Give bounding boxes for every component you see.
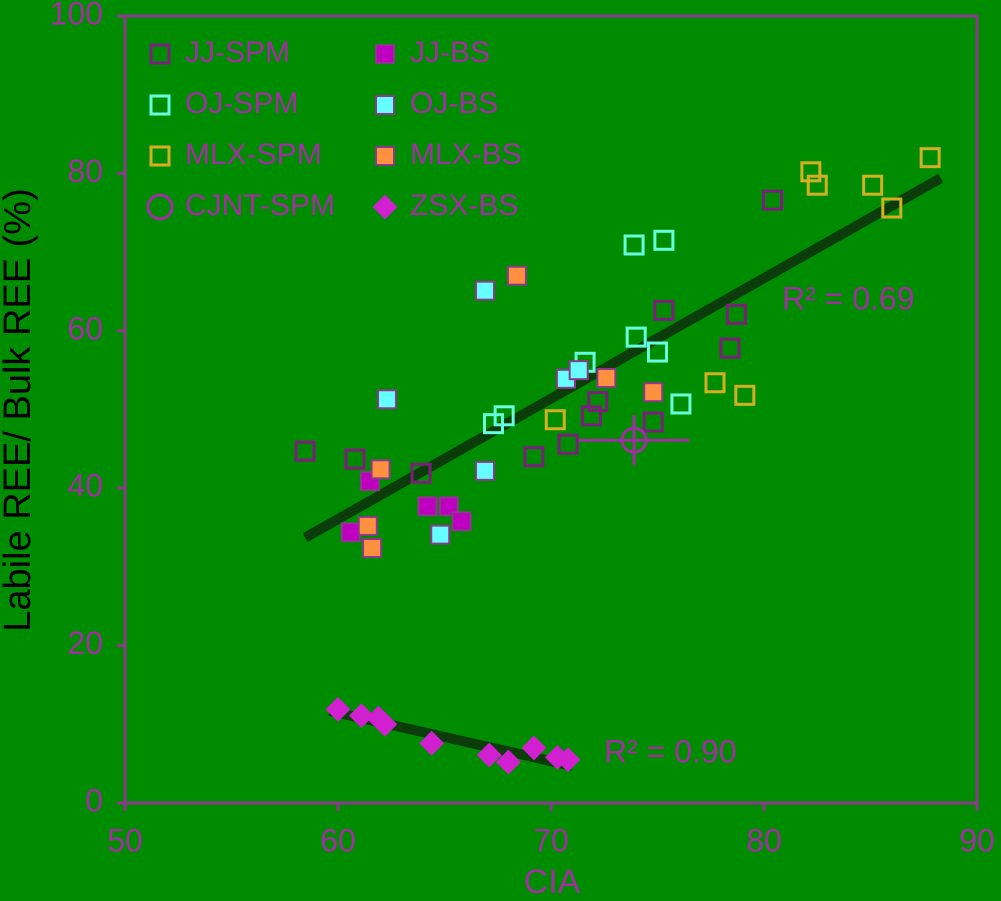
data-point: [670, 393, 692, 415]
trendline: [302, 173, 944, 543]
y-tick-label: 0: [85, 782, 103, 818]
data-point: [476, 742, 502, 768]
data-point: [357, 515, 378, 536]
data-point: [410, 462, 432, 484]
data-point: [580, 405, 602, 427]
x-axis-label: CIA: [524, 863, 581, 901]
legend-marker: [149, 43, 171, 65]
data-point: [734, 384, 756, 406]
data-point: [642, 411, 664, 433]
data-point: [620, 426, 648, 454]
legend-label: ZSX-BS: [410, 189, 518, 222]
data-point: [653, 229, 675, 251]
data-point: [474, 460, 495, 481]
legend-marker: [375, 95, 395, 115]
x-tick-label: 50: [107, 822, 143, 858]
data-point: [294, 440, 316, 462]
data-point: [419, 730, 445, 756]
legend-label: OJ-SPM: [185, 87, 298, 120]
data-point: [643, 382, 664, 403]
legend-marker: [149, 145, 171, 167]
data-point: [704, 372, 726, 394]
legend-label: MLX-BS: [410, 138, 522, 171]
data-point: [474, 280, 495, 301]
data-point: [523, 446, 545, 468]
data-point: [376, 389, 397, 410]
x-tick-label: 80: [746, 822, 782, 858]
data-point: [430, 524, 451, 545]
data-point: [493, 405, 515, 427]
data-point: [587, 391, 609, 413]
legend-label: JJ-SPM: [185, 36, 290, 69]
data-point: [557, 433, 579, 455]
data-point: [495, 749, 521, 775]
data-point: [881, 197, 903, 219]
data-point: [340, 522, 361, 543]
data-point: [568, 360, 589, 381]
data-point: [919, 147, 941, 169]
r-squared-label: R² = 0.69: [782, 280, 915, 316]
data-point: [544, 409, 566, 431]
data-point: [806, 174, 828, 196]
legend-marker: [375, 44, 395, 64]
legend-label: OJ-BS: [410, 87, 498, 120]
legend-label: CJNT-SPM: [185, 189, 335, 222]
data-point: [800, 161, 822, 183]
data-point: [625, 326, 647, 348]
data-point: [719, 337, 741, 359]
data-point: [325, 696, 351, 722]
data-point: [417, 496, 438, 517]
legend-marker: [146, 193, 174, 221]
data-point: [506, 265, 527, 286]
y-tick-label: 100: [50, 0, 103, 31]
data-point: [623, 234, 645, 256]
data-point: [725, 303, 747, 325]
legend-label: JJ-BS: [410, 36, 490, 69]
legend-marker: [375, 146, 395, 166]
y-tick-label: 40: [67, 468, 103, 504]
y-axis-label: Labile REE/ Bulk REE (%): [0, 188, 39, 632]
data-point: [362, 538, 383, 559]
legend-marker: [149, 94, 171, 116]
data-point: [370, 459, 391, 480]
data-point: [647, 341, 668, 363]
data-point: [521, 735, 547, 761]
legend-marker: [372, 194, 398, 220]
data-point: [451, 511, 472, 532]
x-tick-label: 70: [533, 822, 569, 858]
data-point: [438, 496, 459, 517]
data-point: [344, 448, 366, 470]
data-point: [596, 368, 617, 389]
legend-label: MLX-SPM: [185, 138, 322, 171]
x-tick-label: 60: [320, 822, 356, 858]
y-tick-label: 80: [67, 153, 103, 189]
data-point: [349, 703, 374, 729]
data-point: [653, 299, 675, 321]
data-point: [862, 174, 884, 196]
data-point: [762, 189, 784, 211]
y-tick-label: 60: [67, 310, 103, 346]
x-tick-label: 90: [959, 822, 995, 858]
y-tick-label: 20: [67, 625, 103, 661]
r-squared-label: R² = 0.90: [604, 733, 737, 769]
data-point: [555, 747, 581, 773]
data-point: [372, 711, 398, 737]
